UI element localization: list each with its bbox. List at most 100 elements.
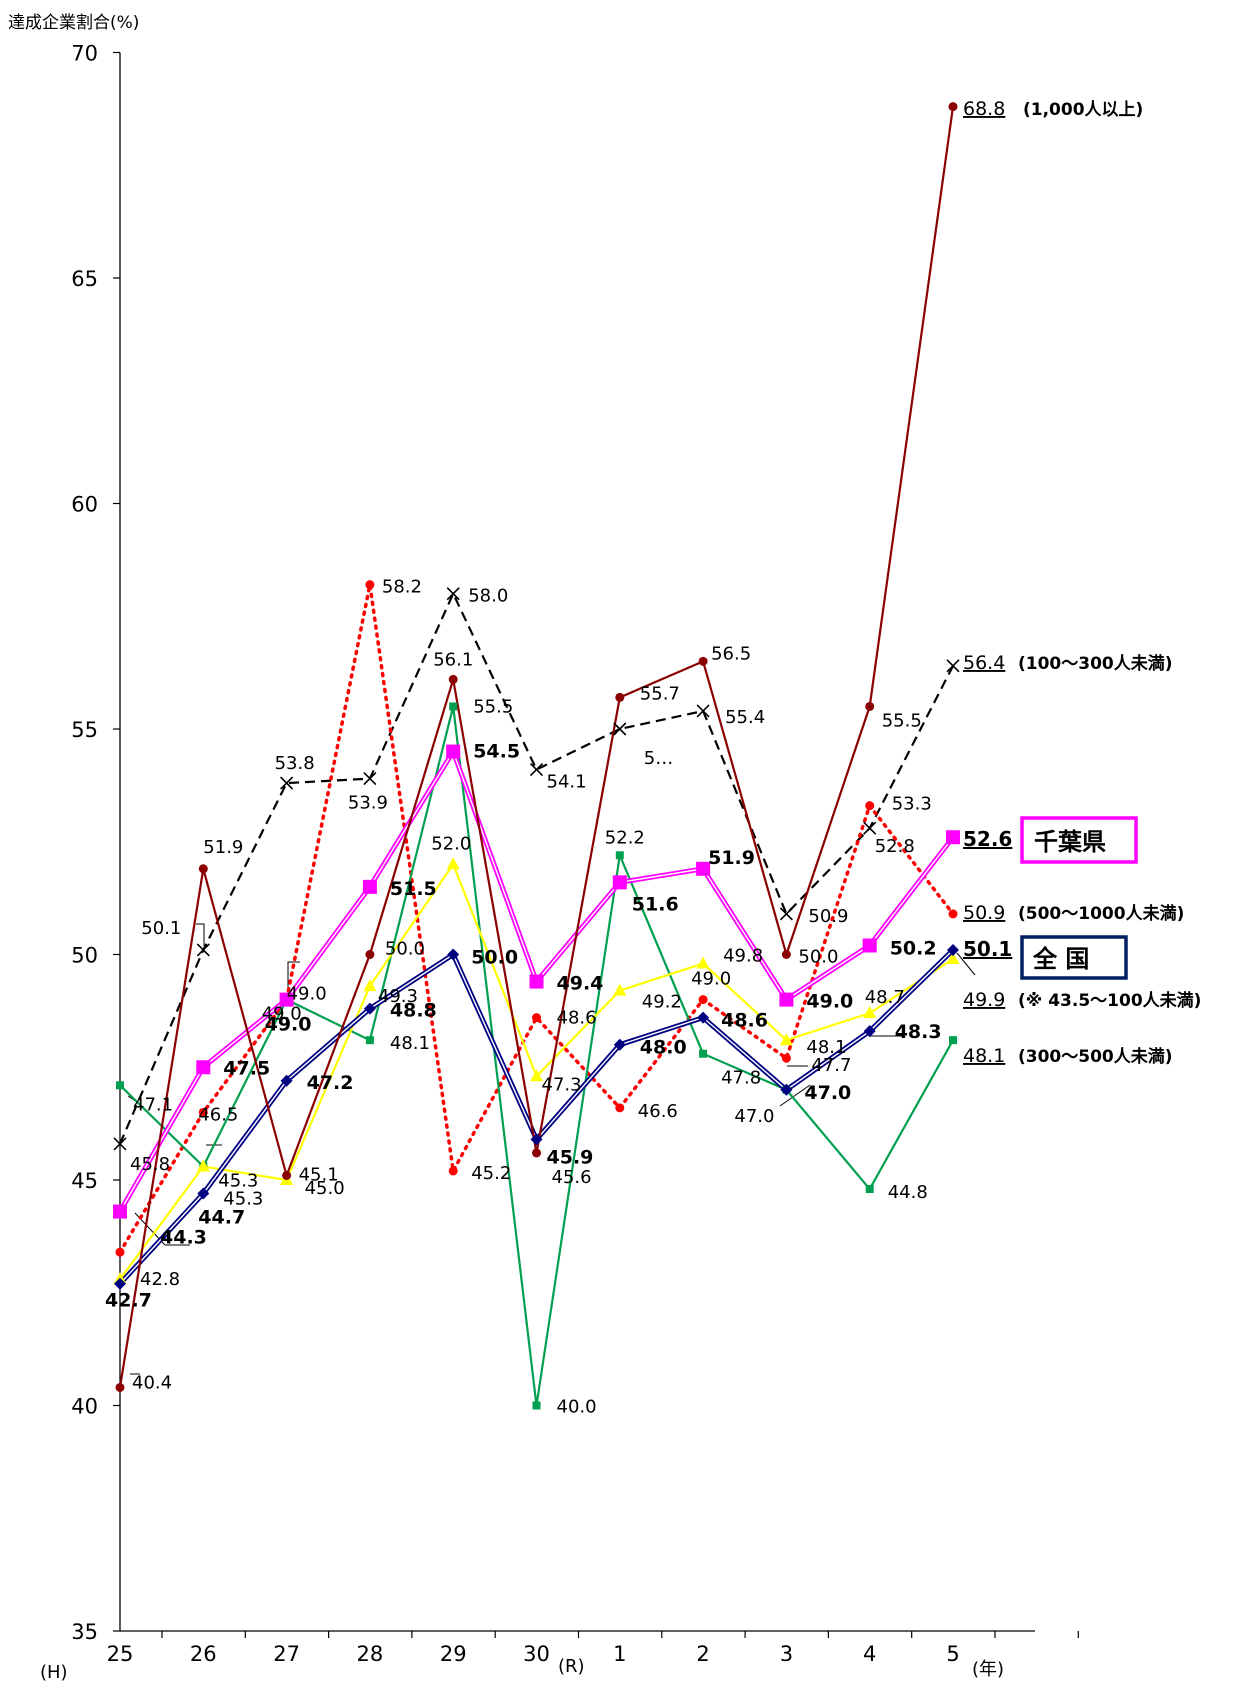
data-label-s43_100: 49.3 bbox=[378, 986, 418, 1007]
marker-s43_100 bbox=[946, 952, 960, 965]
y-tick-label: 70 bbox=[71, 42, 98, 66]
data-label-s500_1000: 45.2 bbox=[471, 1163, 511, 1184]
y-tick-label: 60 bbox=[71, 493, 98, 517]
data-label-s1000: 51.9 bbox=[203, 837, 243, 858]
marker-chiba bbox=[362, 879, 377, 894]
marker-zenkoku bbox=[613, 1038, 626, 1051]
data-label-zenkoku: 42.7 bbox=[105, 1290, 152, 1312]
y-tick-label: 45 bbox=[71, 1169, 98, 1193]
x-tick-label: 30 bbox=[523, 1642, 550, 1666]
data-label-zenkoku: 45.9 bbox=[547, 1146, 594, 1168]
data-label-s43_100: 48.7 bbox=[865, 987, 905, 1008]
end-value-s300_500: 48.1 bbox=[963, 1045, 1005, 1067]
series-name-chiba: 千葉県 bbox=[1034, 828, 1106, 856]
data-label-s100_300: 50.9 bbox=[808, 906, 848, 927]
marker-chiba bbox=[446, 744, 461, 759]
data-label-s500_1000: 49.0 bbox=[691, 969, 731, 990]
data-label-s1000: 56.1 bbox=[433, 649, 473, 670]
marker-chiba bbox=[779, 992, 794, 1007]
marker-s300_500 bbox=[949, 1036, 957, 1045]
marker-s43_100 bbox=[446, 857, 460, 870]
data-label-s500_1000: 46.6 bbox=[638, 1101, 678, 1122]
data-label-s500_1000: 48.6 bbox=[557, 1008, 597, 1029]
x-tick-label: 4 bbox=[863, 1642, 876, 1666]
series-name-s100_300: (100〜300人未満) bbox=[1018, 653, 1173, 674]
data-label-s43_100: 48.1 bbox=[806, 1037, 846, 1058]
data-label-s100_300: 45.8 bbox=[130, 1154, 170, 1175]
data-label-s1000: 55.5 bbox=[882, 710, 922, 731]
marker-s300_500 bbox=[116, 1081, 124, 1090]
year-unit-label: (年) bbox=[972, 1659, 1004, 1680]
label-leader-line bbox=[287, 961, 300, 997]
data-label-s1000: 50.0 bbox=[798, 947, 838, 968]
end-value-chiba: 52.6 bbox=[963, 827, 1012, 851]
marker-s300_500 bbox=[449, 702, 458, 711]
data-label-zenkoku: 47.2 bbox=[307, 1072, 354, 1094]
end-value-s500_1000: 50.9 bbox=[963, 902, 1005, 924]
data-label-s100_300: 55.4 bbox=[725, 707, 765, 728]
marker-s500_1000 bbox=[948, 909, 958, 919]
data-label-s43_100: 47.3 bbox=[542, 1074, 582, 1095]
data-label-zenkoku: 48.8 bbox=[390, 1000, 437, 1022]
data-label-s100_300: 52.8 bbox=[875, 836, 915, 857]
data-label-chiba: 49.0 bbox=[806, 991, 853, 1013]
data-label-s1000: 40.4 bbox=[132, 1372, 172, 1393]
marker-s100_300 bbox=[196, 943, 210, 957]
data-label-zenkoku: 47.0 bbox=[804, 1082, 851, 1104]
data-label-chiba: 51.9 bbox=[708, 847, 755, 869]
marker-s500_1000 bbox=[781, 1053, 791, 1063]
y-tick-label: 50 bbox=[71, 944, 98, 968]
x-tick-label: 26 bbox=[190, 1642, 217, 1666]
data-label-s300_500: 52.2 bbox=[605, 827, 645, 848]
marker-s43_100 bbox=[530, 1069, 543, 1082]
marker-s500_1000 bbox=[198, 1107, 208, 1117]
data-label-s500_1000: 46.5 bbox=[198, 1104, 238, 1125]
data-label-s43_100: 49.2 bbox=[642, 992, 682, 1013]
series-line-s100_300 bbox=[118, 591, 954, 1145]
marker-s500_1000 bbox=[615, 1103, 625, 1113]
marker-s43_100 bbox=[779, 1033, 793, 1046]
marker-chiba bbox=[113, 1204, 127, 1219]
data-label-s100_300: 53.8 bbox=[275, 753, 315, 774]
marker-s43_100 bbox=[696, 956, 710, 969]
data-label-s1000: 55.7 bbox=[640, 683, 680, 704]
data-label-s1000: 56.5 bbox=[711, 643, 751, 664]
data-label-s500_1000: 47.7 bbox=[811, 1055, 851, 1076]
series-line-s500_1000 bbox=[118, 584, 955, 1254]
label-leader-line bbox=[134, 1212, 190, 1246]
marker-s100_300 bbox=[779, 907, 793, 921]
data-label-s300_500: 44.8 bbox=[888, 1182, 928, 1203]
marker-chiba bbox=[529, 974, 544, 989]
data-label-s300_500: 47.1 bbox=[133, 1094, 173, 1115]
series-name-s500_1000: (500〜1000人未満) bbox=[1018, 903, 1184, 924]
data-label-chiba: 49.4 bbox=[557, 973, 604, 995]
marker-s100_300 bbox=[863, 821, 877, 835]
marker-zenkoku bbox=[363, 1002, 376, 1015]
data-label-s1000: 45.6 bbox=[552, 1167, 592, 1188]
marker-s1000 bbox=[115, 1382, 125, 1392]
marker-zenkoku bbox=[114, 1277, 126, 1290]
data-label-s500_1000: 53.3 bbox=[892, 794, 932, 815]
data-label-chiba: 51.5 bbox=[390, 878, 437, 900]
marker-s100_300 bbox=[446, 587, 460, 601]
data-label-zenkoku: 50.0 bbox=[471, 947, 518, 969]
data-label-s100_300: 53.9 bbox=[348, 793, 388, 814]
marker-s1000 bbox=[365, 950, 375, 959]
label-leader-line bbox=[779, 1084, 811, 1107]
series-markers bbox=[113, 102, 960, 1410]
marker-s500_1000 bbox=[365, 580, 375, 590]
series-name-box-chiba bbox=[1020, 816, 1138, 864]
data-label-s300_500: 47.0 bbox=[734, 1106, 774, 1127]
label-leader-line bbox=[196, 923, 205, 946]
data-label-zenkoku: 48.6 bbox=[721, 1010, 768, 1032]
data-label-zenkoku: 44.7 bbox=[198, 1207, 245, 1229]
marker-zenkoku bbox=[280, 1074, 293, 1087]
marker-s500_1000 bbox=[448, 1166, 458, 1176]
data-label-s43_100: 49.8 bbox=[723, 946, 763, 967]
x-tick-label: 1 bbox=[613, 1642, 626, 1666]
marker-s300_500 bbox=[615, 851, 624, 860]
marker-s43_100 bbox=[363, 979, 377, 992]
data-label-chiba: 50.2 bbox=[890, 937, 937, 959]
data-label-s43_100: 45.3 bbox=[223, 1188, 263, 1209]
